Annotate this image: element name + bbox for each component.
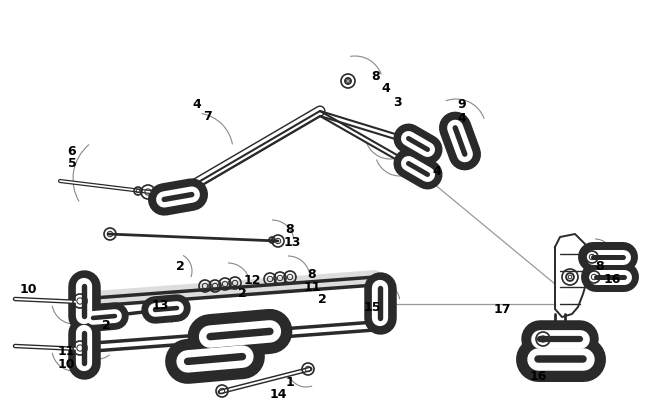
Text: 8: 8 xyxy=(595,260,604,273)
Text: 10: 10 xyxy=(57,358,75,371)
Text: 3: 3 xyxy=(393,96,401,109)
Text: 2: 2 xyxy=(238,287,246,300)
Text: 13: 13 xyxy=(283,236,301,249)
Text: 4: 4 xyxy=(382,82,391,95)
Text: 2: 2 xyxy=(176,260,185,273)
Text: 8: 8 xyxy=(372,70,380,83)
Text: 11: 11 xyxy=(57,345,75,358)
Text: 1: 1 xyxy=(285,375,294,388)
Text: 12: 12 xyxy=(243,274,261,287)
Text: 2: 2 xyxy=(101,319,111,332)
Text: 8: 8 xyxy=(286,223,294,236)
Text: 4: 4 xyxy=(192,98,202,111)
Text: 4: 4 xyxy=(458,111,467,124)
Text: 8: 8 xyxy=(307,268,317,281)
Text: 14: 14 xyxy=(269,388,287,401)
Text: 16: 16 xyxy=(529,370,547,383)
Text: 10: 10 xyxy=(20,283,37,296)
Text: 15: 15 xyxy=(363,301,381,314)
Text: 6: 6 xyxy=(68,145,76,158)
Text: 17: 17 xyxy=(493,303,511,316)
Text: 13: 13 xyxy=(151,299,169,312)
Text: 2: 2 xyxy=(318,293,326,306)
Text: 5: 5 xyxy=(68,157,77,170)
Text: 16: 16 xyxy=(603,273,621,286)
Text: 7: 7 xyxy=(203,110,211,123)
Text: 4: 4 xyxy=(433,165,441,178)
Text: 11: 11 xyxy=(304,281,320,294)
Text: 9: 9 xyxy=(458,98,466,111)
